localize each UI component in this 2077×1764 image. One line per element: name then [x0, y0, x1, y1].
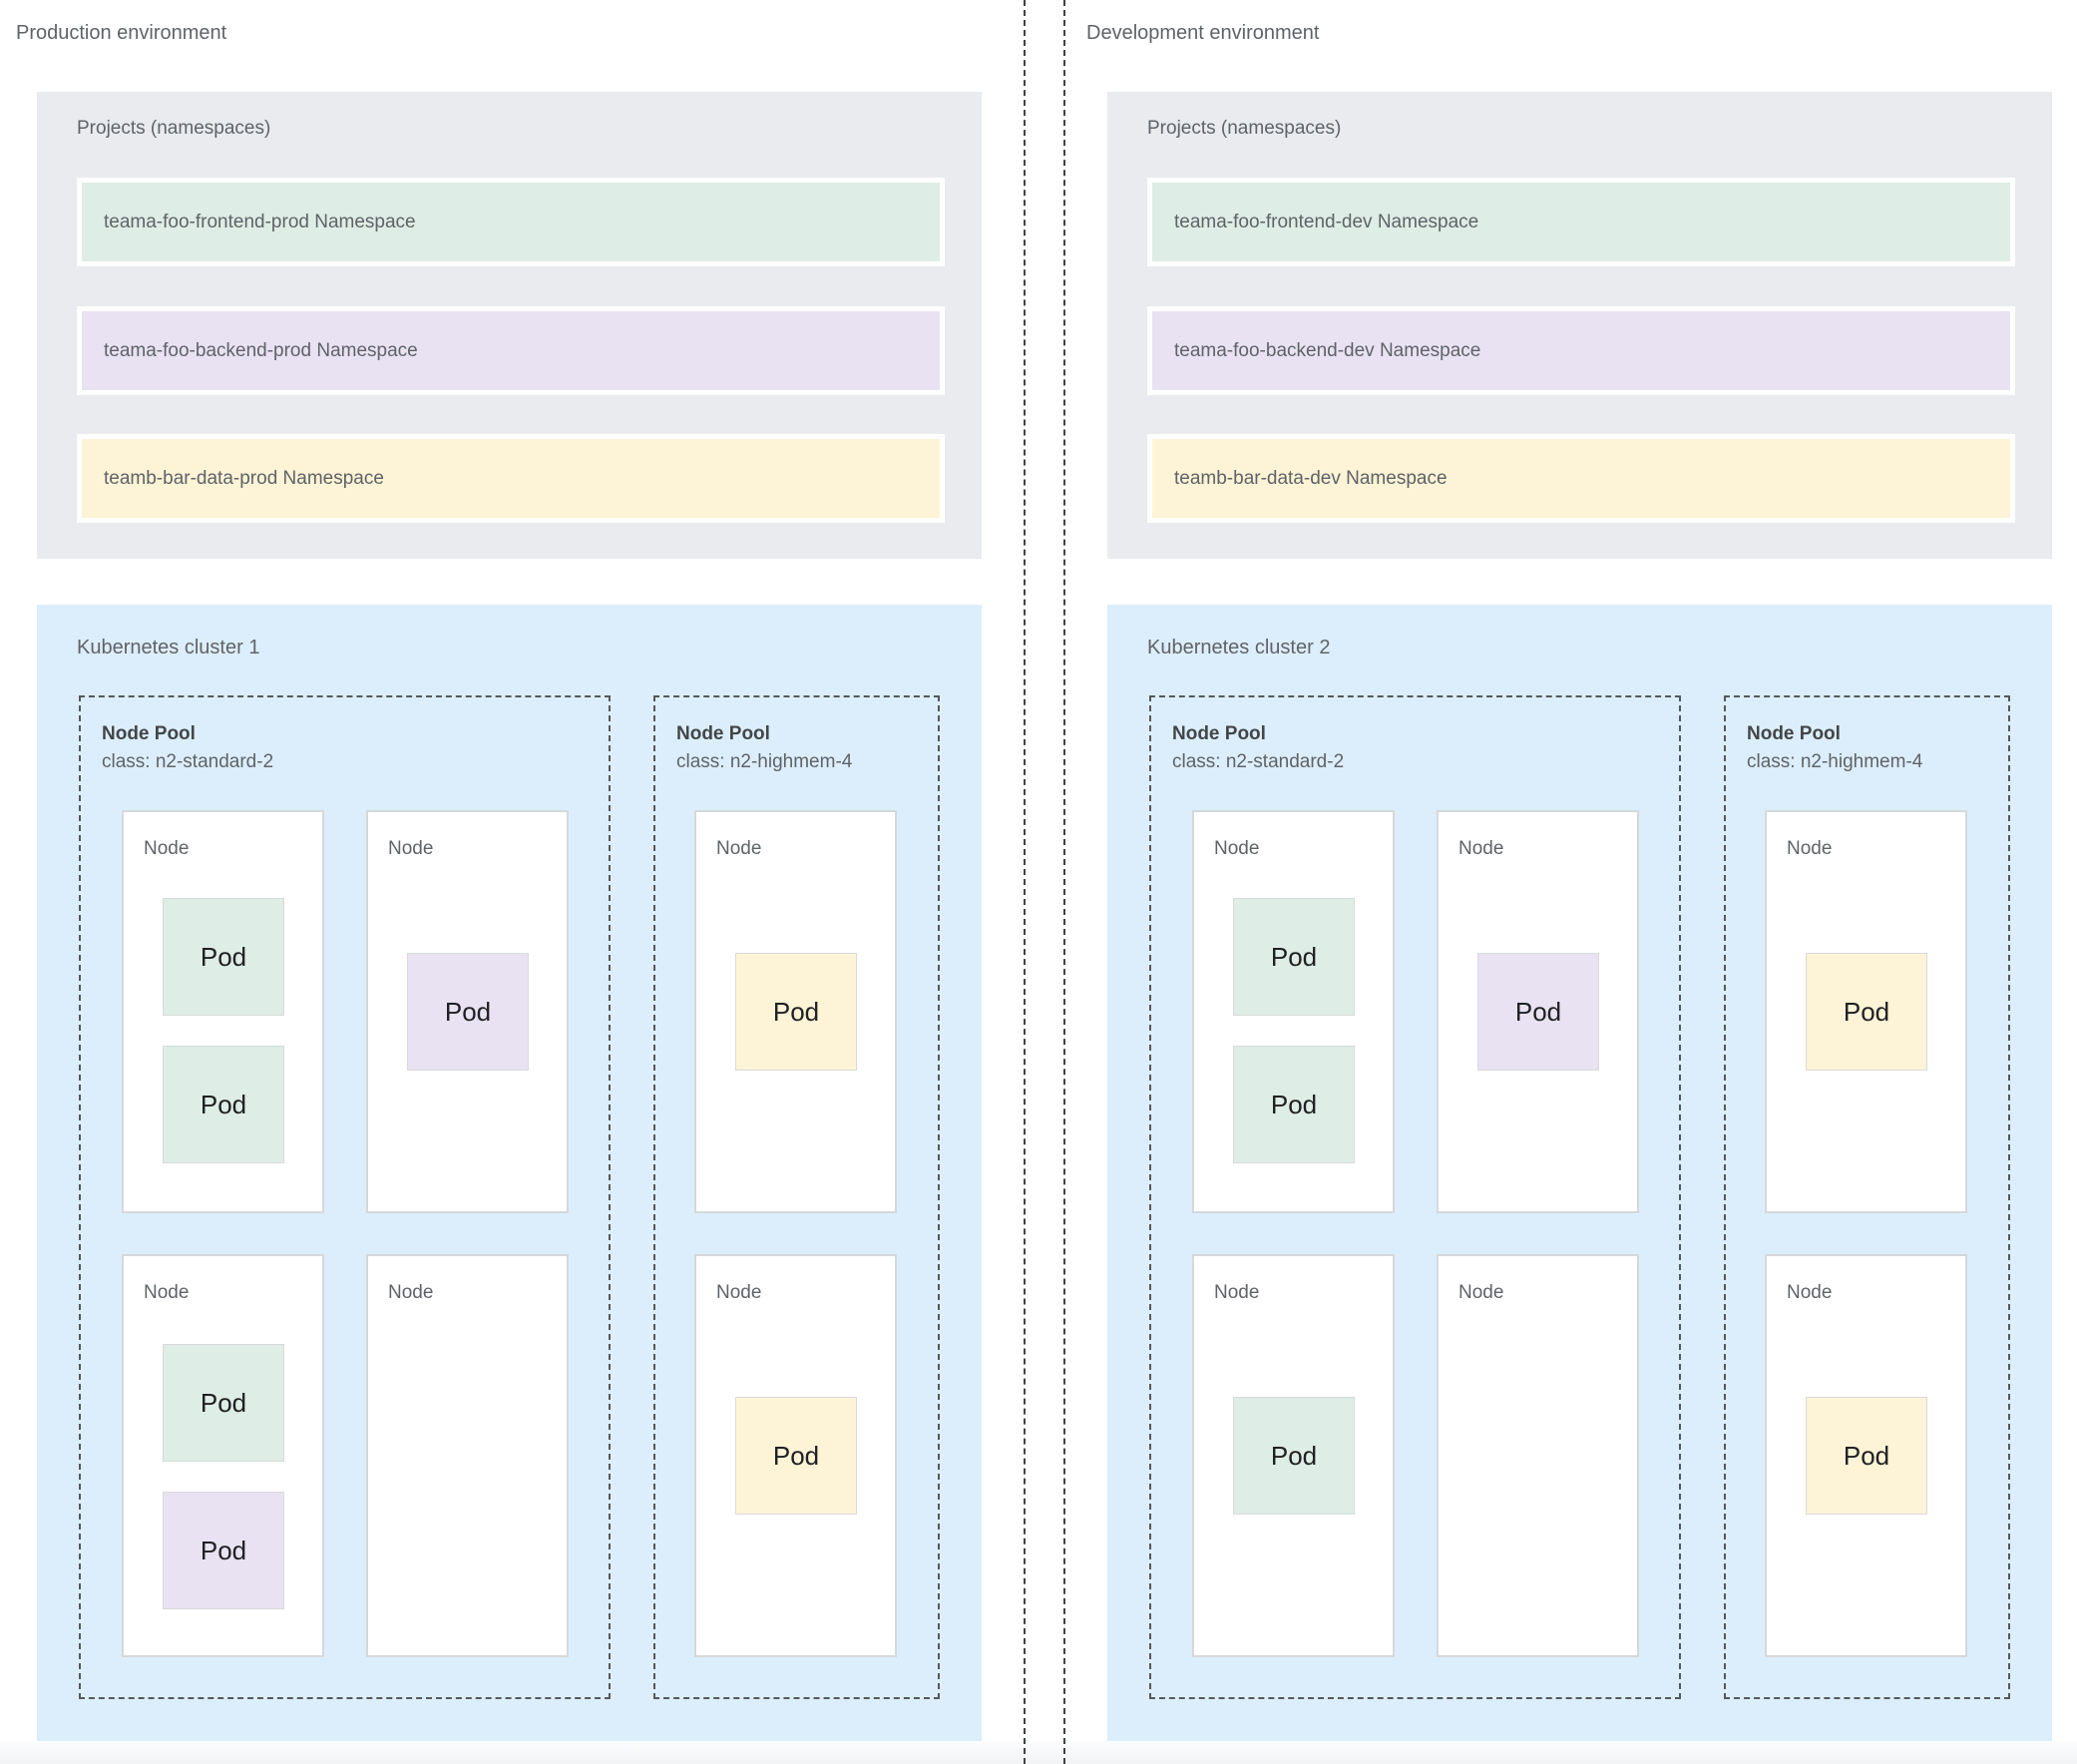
kubernetes-cluster-box: Kubernetes cluster 2 Node Pool class: n2…: [1107, 605, 2052, 1741]
namespace-label: teamb-bar-data-prod Namespace: [82, 439, 940, 518]
node: Node Pod: [694, 810, 897, 1213]
node-pool-standard: Node Pool class: n2-standard-2 Node Pod …: [1149, 695, 1681, 1699]
pod: Pod: [1233, 898, 1355, 1016]
projects-namespaces-box: Projects (namespaces) teama-foo-frontend…: [1107, 92, 2052, 559]
pod: Pod: [163, 898, 284, 1016]
namespace-label: teama-foo-frontend-dev Namespace: [1152, 183, 2010, 261]
node-pool-title: Node Pool: [676, 723, 770, 744]
environment-divider-dashed-line-left: [1024, 0, 1026, 1764]
node-pool-title: Node Pool: [102, 723, 196, 744]
namespace-label: teama-foo-backend-dev Namespace: [1152, 311, 2010, 390]
node-pool-class: class: n2-highmem-4: [676, 751, 853, 772]
namespace-label: teama-foo-frontend-prod Namespace: [82, 183, 940, 261]
node: Node Pod: [1765, 1254, 1967, 1657]
kubernetes-cluster-box: Kubernetes cluster 1 Node Pool class: n2…: [37, 605, 982, 1741]
pod: Pod: [1233, 1046, 1355, 1163]
node-label: Node: [1458, 838, 1504, 859]
node-label: Node: [1787, 1282, 1833, 1303]
node-label: Node: [388, 838, 434, 859]
pod: Pod: [407, 953, 529, 1071]
node-pool-highmem: Node Pool class: n2-highmem-4 Node Pod N…: [653, 695, 940, 1699]
node: Node Pod Pod: [1192, 810, 1395, 1213]
production-environment: Production environment Projects (namespa…: [0, 0, 1007, 1764]
node-pool-title: Node Pool: [1747, 723, 1841, 744]
node: Node Pod: [1192, 1254, 1395, 1657]
node: Node Pod: [694, 1254, 897, 1657]
development-environment: Development environment Projects (namesp…: [1070, 0, 2077, 1764]
node-label: Node: [144, 838, 190, 859]
cluster-label: Kubernetes cluster 2: [1147, 637, 1331, 659]
node-pool-title: Node Pool: [1172, 723, 1266, 744]
namespace-bar: teamb-bar-data-dev Namespace: [1147, 434, 2015, 523]
environment-title: Production environment: [16, 22, 227, 44]
node-label: Node: [144, 1282, 190, 1303]
pod: Pod: [735, 953, 857, 1071]
node: Node: [1437, 1254, 1639, 1657]
namespace-bar: teama-foo-backend-dev Namespace: [1147, 306, 2015, 395]
node: Node Pod Pod: [122, 1254, 324, 1657]
pod: Pod: [1477, 953, 1599, 1071]
pod: Pod: [163, 1492, 284, 1609]
namespace-bar: teama-foo-frontend-dev Namespace: [1147, 178, 2015, 266]
namespace-bar: teama-foo-backend-prod Namespace: [77, 306, 945, 395]
node: Node Pod: [366, 810, 569, 1213]
node-pool-standard: Node Pool class: n2-standard-2 Node Pod …: [79, 695, 611, 1699]
pod: Pod: [1806, 953, 1927, 1071]
node-pool-class: class: n2-standard-2: [1172, 751, 1345, 772]
bottom-strip: [0, 1741, 2077, 1764]
node-pool-class: class: n2-standard-2: [102, 751, 274, 772]
pod: Pod: [1233, 1397, 1355, 1515]
namespace-bar: teama-foo-frontend-prod Namespace: [77, 178, 945, 266]
cluster-label: Kubernetes cluster 1: [77, 637, 260, 659]
node-label: Node: [716, 838, 762, 859]
projects-label: Projects (namespaces): [1147, 118, 1342, 139]
namespace-label: teamb-bar-data-dev Namespace: [1152, 439, 2010, 518]
pod: Pod: [163, 1046, 284, 1163]
node-label: Node: [716, 1282, 762, 1303]
pod: Pod: [735, 1397, 857, 1515]
namespace-bar: teamb-bar-data-prod Namespace: [77, 434, 945, 523]
environment-divider-dashed-line-right: [1063, 0, 1065, 1764]
pod: Pod: [163, 1344, 284, 1462]
namespace-label: teama-foo-backend-prod Namespace: [82, 311, 940, 390]
node: Node Pod Pod: [122, 810, 324, 1213]
node: Node Pod: [1437, 810, 1639, 1213]
environment-title: Development environment: [1086, 22, 1320, 44]
node-pool-class: class: n2-highmem-4: [1747, 751, 1923, 772]
projects-label: Projects (namespaces): [77, 118, 271, 139]
node-label: Node: [1214, 1282, 1260, 1303]
pod: Pod: [1806, 1397, 1927, 1515]
node-label: Node: [1458, 1282, 1504, 1303]
node-label: Node: [388, 1282, 434, 1303]
projects-namespaces-box: Projects (namespaces) teama-foo-frontend…: [37, 92, 982, 559]
node-pool-highmem: Node Pool class: n2-highmem-4 Node Pod N…: [1724, 695, 2010, 1699]
node-label: Node: [1214, 838, 1260, 859]
node: Node Pod: [1765, 810, 1967, 1213]
node-label: Node: [1787, 838, 1833, 859]
node: Node: [366, 1254, 569, 1657]
